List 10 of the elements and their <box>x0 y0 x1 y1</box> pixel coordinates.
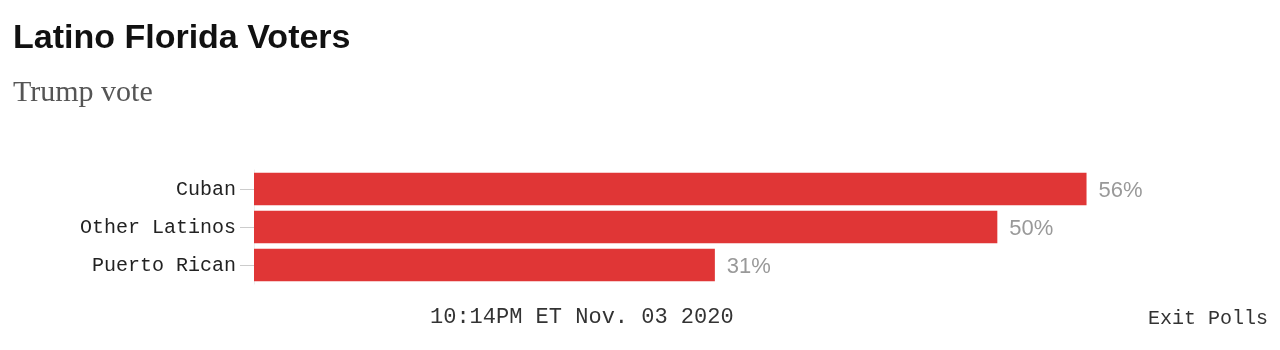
chart-subtitle: Trump vote <box>13 73 153 107</box>
y-tick-label: Cuban <box>175 177 236 201</box>
chart-title: Latino Florida Voters <box>13 17 351 55</box>
y-tick-label: Puerto Rican <box>91 253 236 277</box>
data-label: 56% <box>1098 176 1143 202</box>
text: Exit Polls <box>1147 306 1269 330</box>
y-tick-label: Other Latinos <box>79 215 236 239</box>
data-label: 31% <box>726 252 771 278</box>
text: 10:14PM ET Nov. 03 2020 <box>430 304 734 330</box>
data-label: 50% <box>1009 214 1054 240</box>
